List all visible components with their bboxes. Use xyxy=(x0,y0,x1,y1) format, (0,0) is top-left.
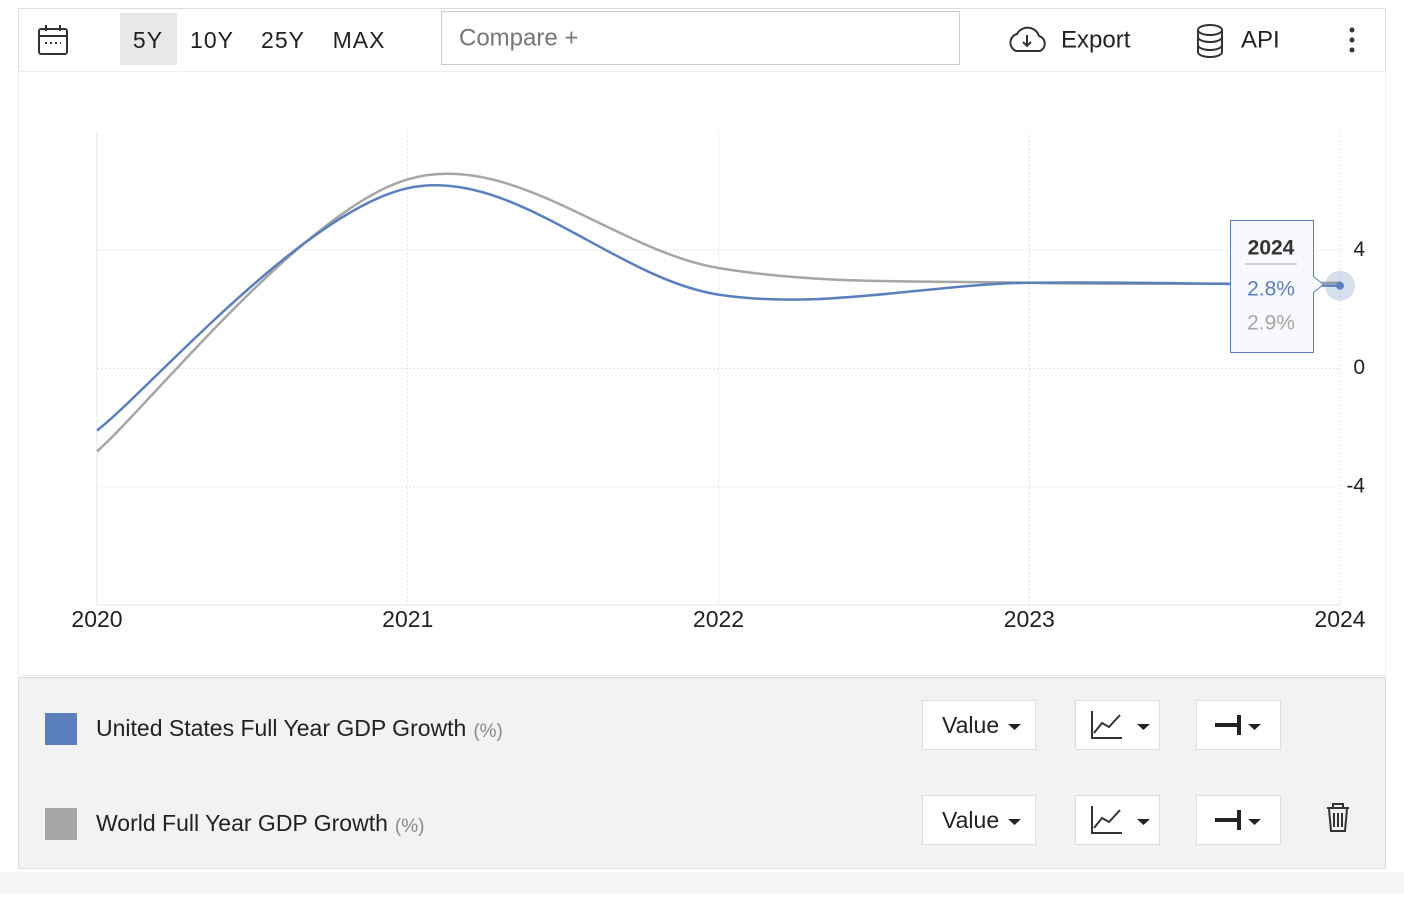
caret xyxy=(1248,724,1261,730)
legend-swatch[interactable] xyxy=(45,713,77,745)
range-button[interactable]: 10Y xyxy=(190,27,234,53)
caret xyxy=(1008,724,1021,730)
more-menu[interactable] xyxy=(1349,27,1355,53)
caret xyxy=(1248,819,1261,825)
range-button[interactable]: MAX xyxy=(333,27,386,53)
legend-unit: (%) xyxy=(473,721,503,742)
legend-label: World Full Year GDP Growth xyxy=(96,810,388,836)
chart-area xyxy=(18,71,1386,676)
caret xyxy=(1137,724,1150,730)
y-tick-label: 4 xyxy=(1353,238,1365,261)
tooltip-value: 2.9% xyxy=(1247,312,1295,335)
range-button[interactable]: 5Y xyxy=(133,27,163,53)
active-range-bg xyxy=(120,13,177,65)
line-chart-icon xyxy=(1091,711,1122,739)
tooltip-value: 2.8% xyxy=(1247,278,1295,301)
tooltip xyxy=(1230,220,1325,353)
calendar-icon[interactable] xyxy=(38,25,68,55)
axis-icon xyxy=(1215,810,1241,830)
mode-label[interactable]: Value xyxy=(942,807,999,833)
footer-band xyxy=(0,872,1404,894)
y-tick-label: -4 xyxy=(1346,474,1365,497)
legend-swatch[interactable] xyxy=(45,808,77,840)
caret xyxy=(1137,819,1150,825)
legend-unit: (%) xyxy=(395,816,425,837)
x-tick-label: 2022 xyxy=(693,606,744,632)
compare-placeholder[interactable]: Compare + xyxy=(459,24,578,51)
x-tick-label: 2024 xyxy=(1314,606,1365,632)
api-button[interactable]: API xyxy=(1241,26,1280,53)
delete-icon[interactable] xyxy=(1327,803,1349,832)
export-button[interactable]: Export xyxy=(1061,26,1131,53)
line-chart-icon xyxy=(1091,806,1122,834)
legend-panel xyxy=(18,677,1386,869)
y-tick-label: 0 xyxy=(1353,356,1365,379)
hover-point xyxy=(1336,281,1344,290)
x-tick-label: 2020 xyxy=(71,606,122,632)
legend-label: United States Full Year GDP Growth xyxy=(96,715,466,741)
series-line xyxy=(96,183,1341,432)
axis-icon xyxy=(1215,715,1241,735)
range-button[interactable]: 25Y xyxy=(261,27,305,53)
x-tick-label: 2021 xyxy=(382,606,433,632)
x-tick-label: 2023 xyxy=(1004,606,1055,632)
database-icon[interactable] xyxy=(1197,24,1223,58)
chart: 2020 2021 2022 2023 2024 -4 0 4 2024 2.8% 2.9% xyxy=(71,132,1366,632)
compare-input[interactable] xyxy=(441,11,960,65)
tooltip-title: 2024 xyxy=(1248,237,1295,260)
mode-label[interactable]: Value xyxy=(942,712,999,738)
cloud-icon[interactable] xyxy=(1009,26,1046,52)
caret xyxy=(1008,819,1021,825)
